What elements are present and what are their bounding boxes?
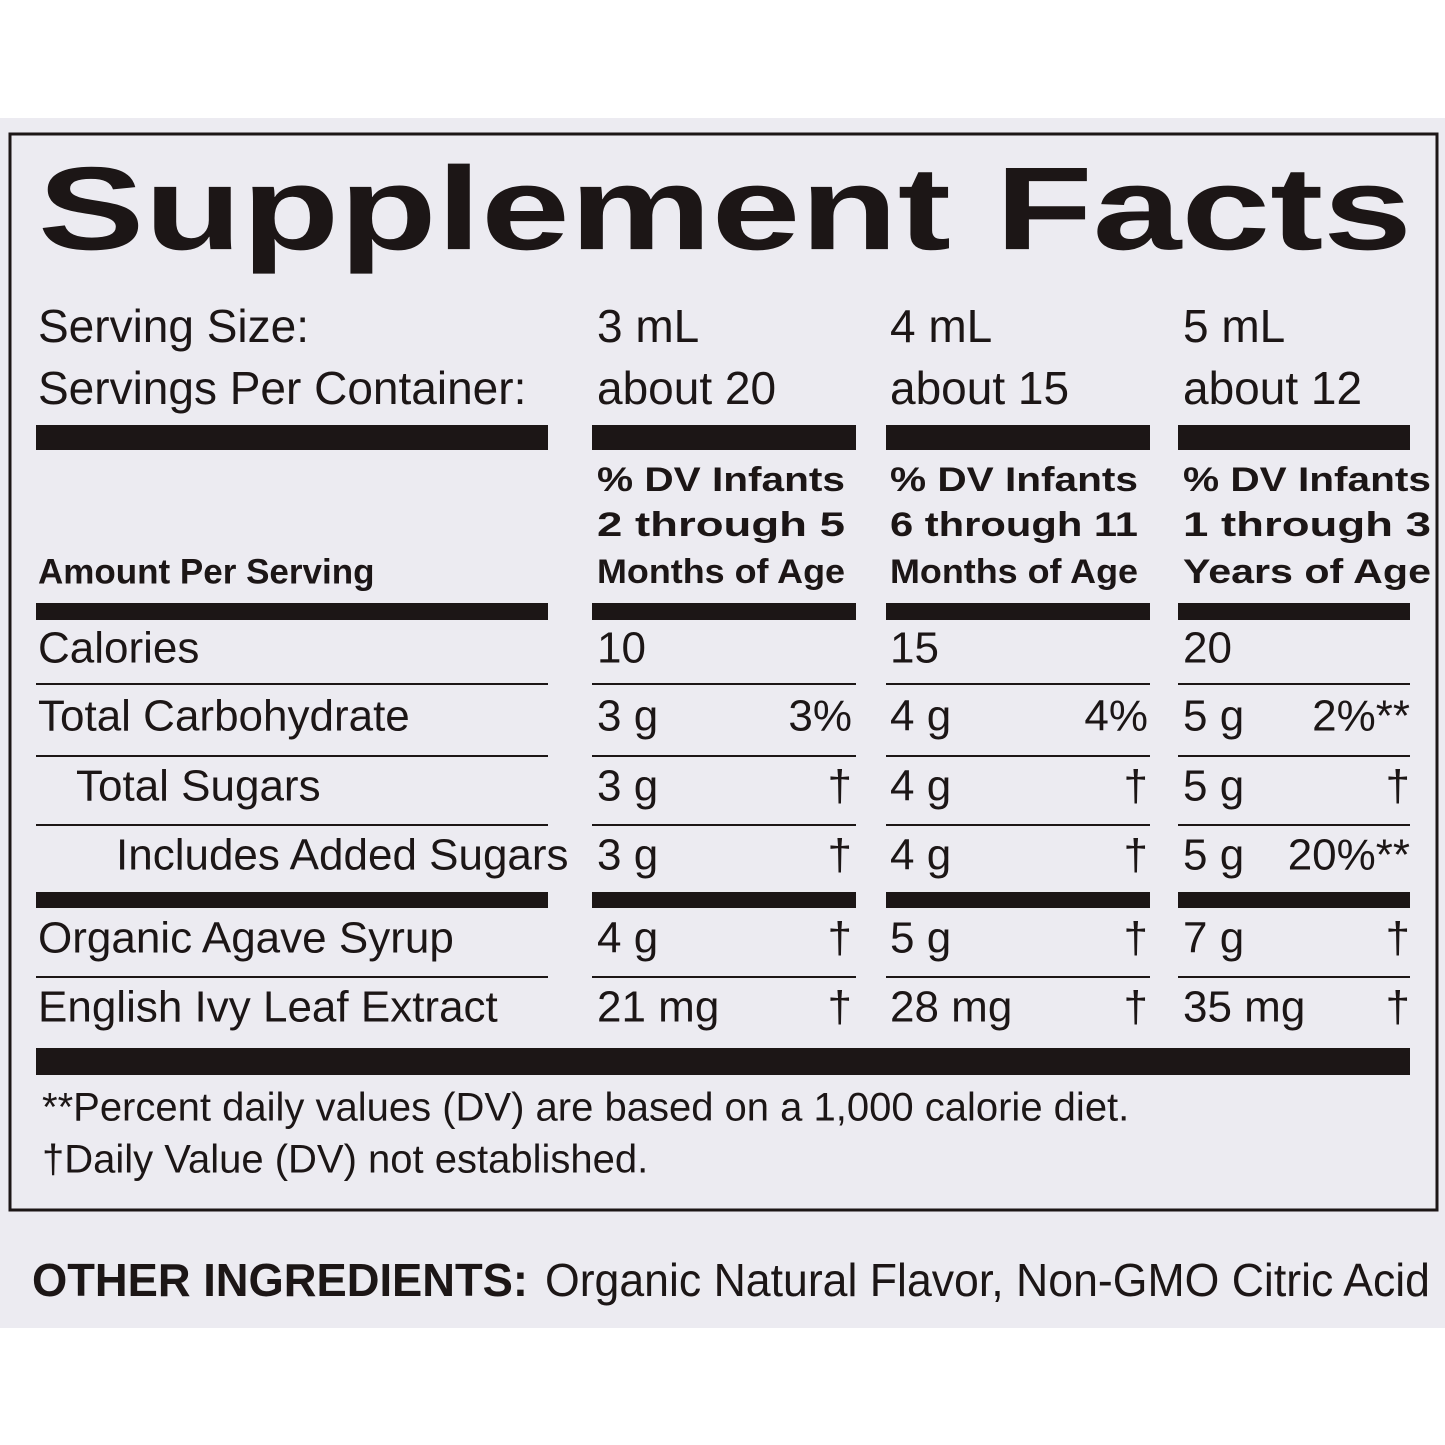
nutrient-name: Total Sugars	[76, 762, 321, 811]
panel-background	[0, 118, 1445, 1328]
daily-value: †	[828, 831, 852, 880]
nutrient-name: Organic Agave Syrup	[38, 914, 454, 963]
amount: 4 g	[890, 762, 951, 811]
daily-value: †	[828, 983, 852, 1032]
amount: 4 g	[890, 831, 951, 880]
amount: 5 g	[1183, 762, 1244, 811]
dv-header: Months of Age	[597, 553, 845, 591]
rule-bar	[886, 425, 1150, 450]
rule-bar	[592, 603, 856, 620]
amount: 4 g	[597, 914, 658, 963]
amount: 7 g	[1183, 914, 1244, 963]
rule-bar	[1178, 603, 1410, 620]
amount: 10	[597, 624, 646, 673]
facts-border	[8, 132, 1439, 1212]
daily-value: †	[828, 762, 852, 811]
daily-value: 3%	[788, 692, 852, 741]
nutrient-name: Total Carbohydrate	[38, 692, 410, 741]
daily-value: 2%**	[1312, 692, 1410, 741]
rule-bar	[1178, 425, 1410, 450]
amount: 20	[1183, 624, 1232, 673]
rule-bar	[36, 1048, 1410, 1075]
amount: 35 mg	[1183, 983, 1305, 1032]
amount: 5 g	[890, 914, 951, 963]
ingredients-text: Organic Natural Flavor, Non-GMO Citric A…	[545, 1254, 1430, 1306]
dv-header: 6 through 11	[890, 506, 1138, 544]
daily-value: 4%	[1084, 692, 1148, 741]
title: Supplement Facts	[38, 143, 1412, 275]
amount-label: Amount Per Serving	[38, 552, 374, 591]
dv-header: % DV Infants	[597, 461, 845, 499]
rule-bar	[886, 603, 1150, 620]
daily-value: †	[828, 914, 852, 963]
daily-value: †	[1124, 983, 1148, 1032]
amount: 21 mg	[597, 983, 719, 1032]
amount: 15	[890, 624, 939, 673]
serving-value: about 20	[597, 362, 776, 414]
serving-value: about 12	[1183, 362, 1362, 414]
dv-header: 2 through 5	[597, 506, 845, 544]
daily-value: †	[1386, 983, 1410, 1032]
serving-value: about 15	[890, 362, 1069, 414]
rule-bar	[592, 892, 856, 908]
daily-value: †	[1124, 914, 1148, 963]
amount: 3 g	[597, 762, 658, 811]
daily-value: †	[1386, 762, 1410, 811]
amount: 3 g	[597, 831, 658, 880]
amount: 4 g	[890, 692, 951, 741]
rule-bar	[36, 603, 548, 620]
rule-bar	[36, 892, 548, 908]
daily-value: †	[1124, 831, 1148, 880]
daily-value: †	[1386, 914, 1410, 963]
serving-label: Serving Size:	[38, 300, 309, 352]
rule-bar	[36, 425, 548, 450]
nutrient-name: English Ivy Leaf Extract	[38, 983, 498, 1032]
dv-header: % DV Infants	[1183, 461, 1431, 499]
dv-header: % DV Infants	[890, 461, 1138, 499]
dv-header: 1 through 3	[1183, 506, 1431, 544]
rule-bar	[1178, 892, 1410, 908]
dv-header: Months of Age	[890, 553, 1138, 591]
daily-value: 20%**	[1288, 831, 1410, 880]
nutrient-name: Calories	[38, 624, 199, 673]
serving-value: 3 mL	[597, 300, 699, 352]
amount: 3 g	[597, 692, 658, 741]
ingredients-label: OTHER INGREDIENTS:	[32, 1254, 528, 1306]
serving-label: Servings Per Container:	[38, 362, 526, 414]
footnote: **Percent daily values (DV) are based on…	[42, 1086, 1129, 1130]
serving-value: 4 mL	[890, 300, 992, 352]
serving-value: 5 mL	[1183, 300, 1285, 352]
amount: 5 g	[1183, 692, 1244, 741]
rule-bar	[592, 425, 856, 450]
amount: 28 mg	[890, 983, 1012, 1032]
rule-bar	[886, 892, 1150, 908]
dv-header: Years of Age	[1183, 553, 1431, 591]
nutrient-name: Includes Added Sugars	[116, 831, 569, 880]
footnote: †Daily Value (DV) not established.	[42, 1138, 648, 1182]
daily-value: †	[1124, 762, 1148, 811]
amount: 5 g	[1183, 831, 1244, 880]
